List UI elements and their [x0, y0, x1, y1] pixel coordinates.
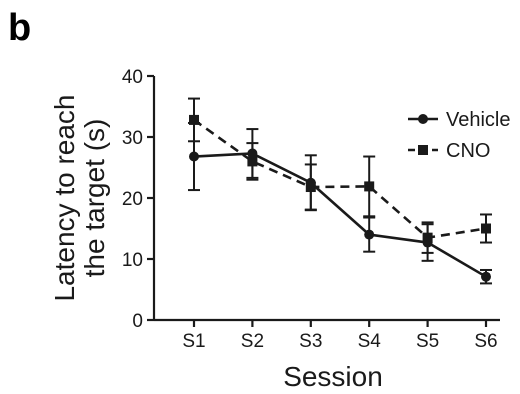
data-point: [364, 181, 375, 192]
x-tick-label: S5: [416, 331, 439, 352]
x-tick-label: S3: [299, 331, 322, 352]
y-axis-ticks: 0 10 20 30 40: [122, 67, 154, 332]
data-point: [247, 148, 258, 159]
y-axis-title: Latency to reach the target (s): [49, 94, 110, 301]
data-point: [364, 229, 375, 240]
y-axis-title-line-1: Latency to reach: [49, 94, 80, 301]
legend-label-cno: CNO: [446, 140, 490, 162]
legend-marker-cno: [418, 145, 428, 155]
y-tick-label: 30: [122, 128, 143, 149]
data-point: [189, 114, 199, 125]
y-tick-label: 10: [122, 250, 143, 271]
y-tick-label: 20: [122, 189, 143, 210]
series-vehicle: [188, 121, 492, 285]
legend-item-cno: CNO: [408, 140, 490, 162]
legend-label-vehicle: Vehicle: [446, 109, 511, 131]
data-point: [422, 237, 433, 248]
legend-item-vehicle: Vehicle: [408, 109, 511, 131]
x-tick-label: S6: [474, 331, 497, 352]
y-axis-title-line-2: the target (s): [79, 119, 110, 278]
x-tick-label: S2: [241, 331, 264, 352]
data-point: [305, 177, 316, 188]
x-tick-label: S4: [358, 331, 382, 352]
legend: Vehicle CNO: [408, 109, 511, 162]
x-axis-title: Session: [283, 361, 383, 392]
x-axis-ticks: S1 S2 S3 S4 S5 S6: [182, 320, 498, 352]
legend-marker-vehicle: [418, 114, 428, 124]
series-layer: [188, 97, 492, 285]
series-line: [193, 152, 487, 278]
data-point: [189, 151, 199, 162]
y-tick-label: 0: [132, 311, 143, 332]
data-point: [481, 223, 491, 234]
x-tick-label: S1: [182, 331, 205, 352]
series-line: [193, 118, 487, 240]
panel-label: b: [8, 7, 31, 49]
data-point: [481, 271, 491, 282]
y-tick-label: 40: [122, 67, 143, 88]
